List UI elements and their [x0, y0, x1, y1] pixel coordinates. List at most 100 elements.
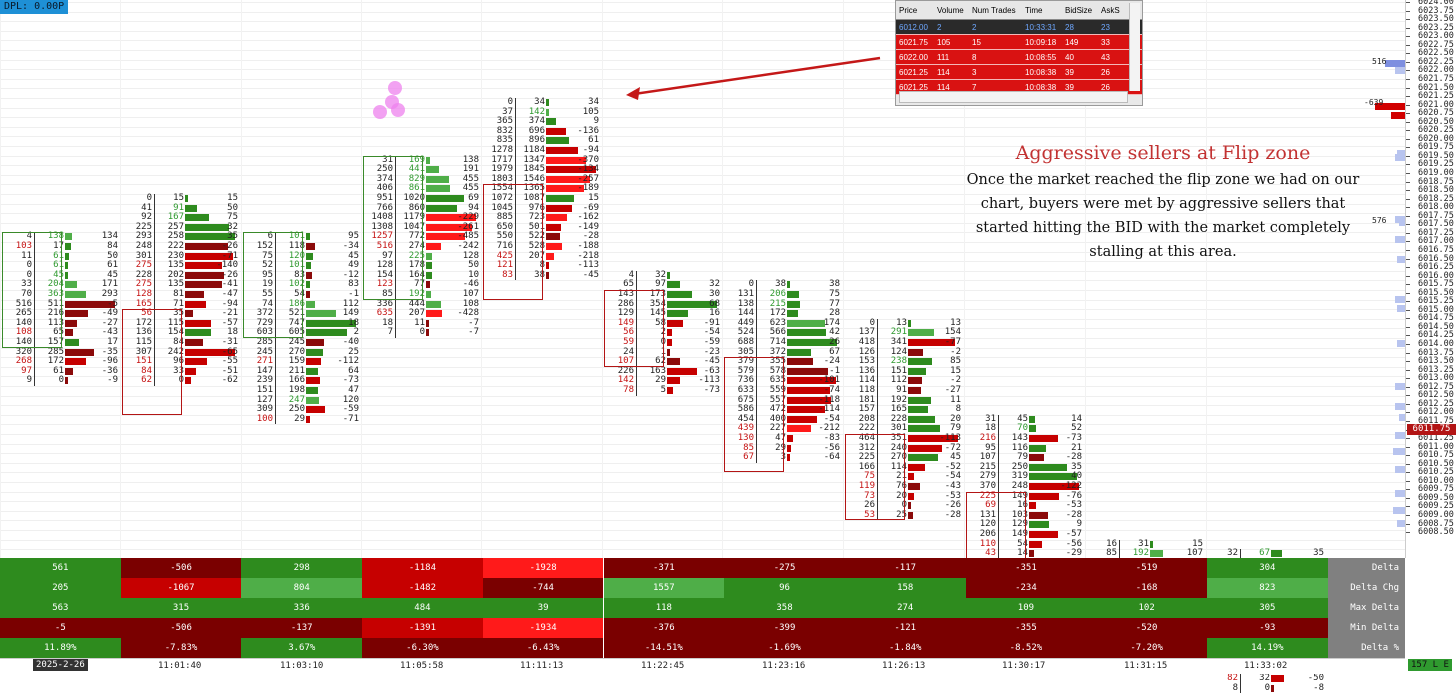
gridline: [0, 108, 1405, 109]
volume-bar: [908, 387, 921, 394]
volume-bar: [1029, 541, 1042, 548]
delta-value: -50: [1296, 674, 1324, 684]
gridline: [0, 98, 1405, 99]
volume-profile-bar: [1391, 112, 1405, 119]
volume-bar: [908, 416, 935, 423]
volume-profile-bar: [1395, 67, 1405, 74]
gridline: [0, 60, 1405, 61]
gridline: [0, 31, 1405, 32]
time-sales-column-header[interactable]: BidSize: [1062, 6, 1098, 15]
imbalance-box: [243, 232, 303, 338]
time-sales-cell: 105: [934, 38, 969, 47]
volume-bar: [306, 233, 310, 240]
price-tick: [1406, 447, 1410, 448]
footprint-chart[interactable]: 4138134103178411615006161045453320417170…: [0, 0, 1405, 558]
price-tick: [1406, 53, 1410, 54]
time-and-sales-rows[interactable]: 6012.002210:33:3128236021.751051510:09:1…: [896, 20, 1142, 95]
stats-cell: 205: [0, 578, 121, 598]
bid-volume: 7: [363, 328, 393, 338]
volume-bar: [787, 349, 811, 356]
price-tick: [1406, 11, 1410, 12]
time-sales-column-header[interactable]: Price: [896, 6, 934, 15]
price-tick: [1406, 156, 1410, 157]
price-tick: [1406, 412, 1410, 413]
time-sales-cell: 114: [934, 68, 969, 77]
volume-bar: [787, 445, 791, 452]
time-tick-label: 11:33:02: [1244, 661, 1287, 671]
price-tick: [1406, 293, 1410, 294]
stats-cell: -506: [121, 558, 242, 578]
time-sales-column-header[interactable]: Time: [1022, 6, 1062, 15]
time-and-sales-window[interactable]: PriceVolumeNum TradesTimeBidSizeAskS 601…: [895, 0, 1143, 106]
time-sales-row[interactable]: 6021.25114310:08:383926: [896, 65, 1142, 80]
stats-cell: 804: [241, 578, 362, 598]
volume-bar: [185, 320, 211, 327]
gridline: [0, 69, 1405, 70]
volume-bar: [908, 377, 922, 384]
volume-bar: [65, 281, 77, 288]
volume-profile-label: -639: [1364, 98, 1383, 107]
volume-bar: [787, 358, 813, 365]
price-tick: [1406, 335, 1410, 336]
stats-cell: -7.20%: [1086, 638, 1207, 658]
time-sales-column-header[interactable]: Num Trades: [969, 6, 1022, 15]
stats-cell: -506: [121, 618, 242, 638]
horizontal-scrollbar[interactable]: [899, 91, 1128, 103]
delta-value: -8: [1296, 684, 1324, 693]
price-tick: [1406, 88, 1410, 89]
volume-bar: [306, 291, 310, 298]
bid-volume: 9: [2, 376, 32, 386]
vertical-scrollbar[interactable]: [1129, 3, 1140, 91]
delta-value: -9: [90, 376, 118, 386]
volume-bar: [667, 339, 672, 346]
time-sales-row[interactable]: 6021.751051510:09:1814933: [896, 35, 1142, 50]
volume-bar: [546, 233, 560, 240]
volume-bar: [426, 310, 442, 317]
time-axis[interactable]: 11:01:4011:03:1011:05:5811:11:1311:22:45…: [0, 658, 1405, 674]
time-sales-row[interactable]: 6022.00111810:08:554043: [896, 50, 1142, 65]
time-sales-column-header[interactable]: AskS: [1098, 6, 1130, 15]
volume-bar: [667, 291, 692, 298]
volume-bar: [65, 320, 77, 327]
stats-cell: 39: [483, 598, 604, 618]
volume-bar: [426, 329, 429, 336]
price-tick: [1406, 353, 1410, 354]
price-tick: [1406, 267, 1410, 268]
time-sales-cell: 3: [969, 68, 1022, 77]
column-gridline: [120, 0, 121, 558]
delta-value: -62: [210, 376, 238, 386]
volume-bar: [185, 291, 204, 298]
stats-cell: -519: [1086, 558, 1207, 578]
volume-bar: [787, 425, 811, 432]
volume-bar: [185, 339, 203, 346]
price-tick: [1406, 233, 1410, 234]
volume-bar: [667, 387, 673, 394]
volume-bar: [1029, 512, 1048, 519]
stats-cell: -1391: [362, 618, 483, 638]
time-sales-cell: 33: [1098, 38, 1130, 47]
volume-bar: [306, 387, 318, 394]
price-tick: [1406, 241, 1410, 242]
volume-profile-bar: [1399, 219, 1405, 226]
volume-profile-bar: [1395, 432, 1405, 439]
dpl-badge: DPL: 0.00P: [0, 0, 68, 14]
price-tick: [1406, 515, 1410, 516]
volume-bar: [546, 262, 549, 269]
price-axis[interactable]: 6024.006023.756023.506023.256023.006022.…: [1405, 0, 1456, 558]
volume-bar: [1029, 445, 1046, 452]
time-sales-cell: 8: [969, 53, 1022, 62]
volume-bar: [908, 512, 913, 519]
time-sales-column-header[interactable]: Volume: [934, 6, 969, 15]
price-tick: [1406, 190, 1410, 191]
volume-bar: [1029, 521, 1049, 528]
time-sales-row[interactable]: 6012.002210:33:312823: [896, 20, 1142, 35]
stats-cell: 336: [241, 598, 362, 618]
time-sales-cell: 43: [1098, 53, 1130, 62]
volume-bar: [185, 377, 191, 384]
time-sales-cell: 6021.75: [896, 38, 934, 47]
price-tick: [1406, 532, 1410, 533]
volume-bar: [1271, 685, 1274, 692]
price-tick: [1406, 79, 1410, 80]
time-tick-label: 11:03:10: [280, 661, 323, 671]
bid-volume: 78: [604, 386, 634, 396]
